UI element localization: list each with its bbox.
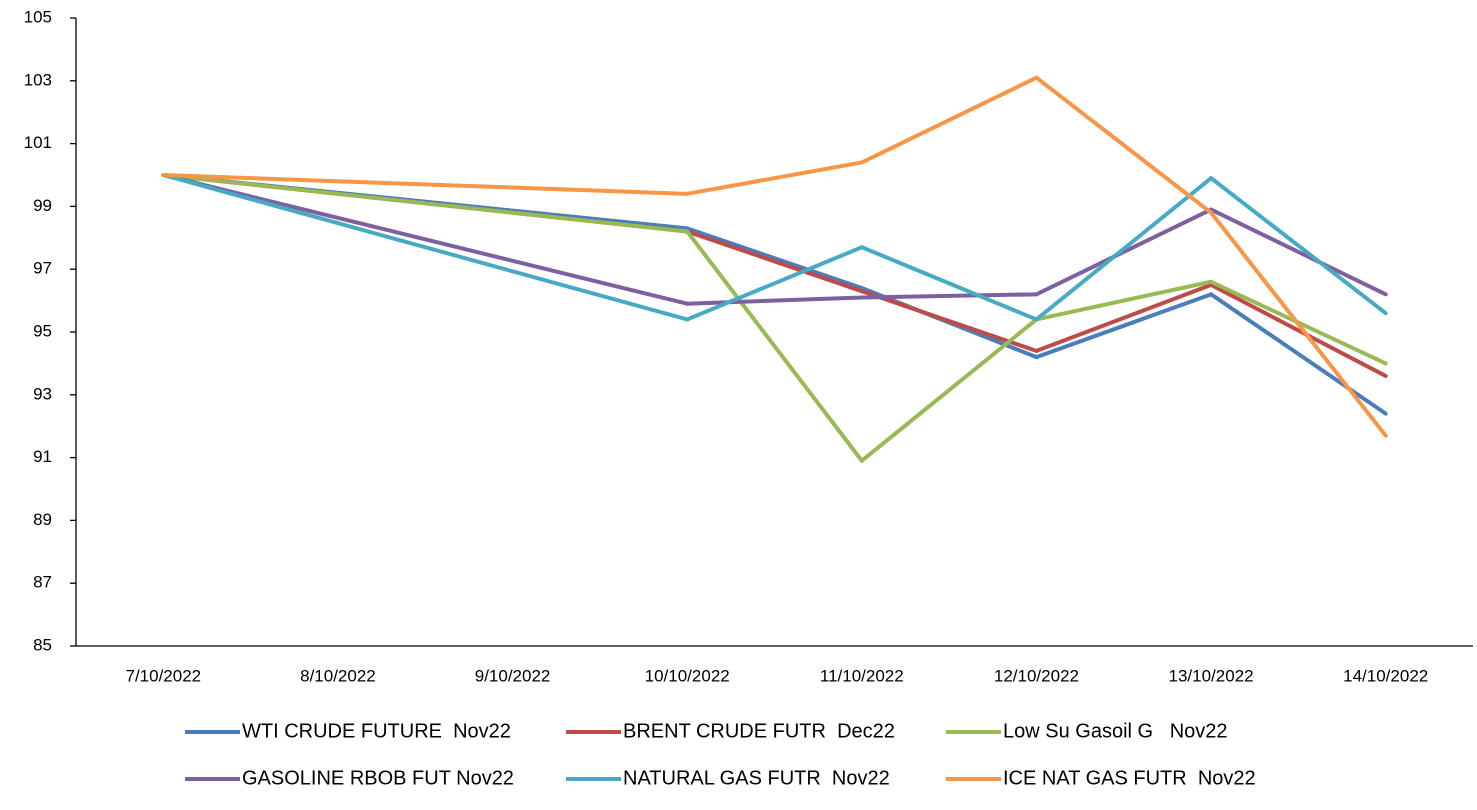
line-segment — [1034, 282, 1214, 353]
x-tick-label: 11/10/2022 — [820, 666, 904, 685]
line-segment — [161, 173, 690, 306]
line-segment — [859, 75, 1039, 165]
legend-label: BRENT CRUDE FUTR Dec22 — [623, 720, 895, 742]
line-segment — [1209, 176, 1388, 316]
y-tick-label: 85 — [33, 635, 52, 654]
x-tick-label: 13/10/2022 — [1169, 666, 1254, 685]
line-segment — [1034, 292, 1214, 360]
line-segment — [1209, 292, 1388, 416]
legend-label: Low Su Gasoil G Nov22 — [1003, 720, 1228, 742]
x-tick-label: 9/10/2022 — [475, 666, 551, 685]
line-segment — [1209, 207, 1388, 297]
y-tick-label: 99 — [33, 196, 52, 215]
line-segment — [1034, 207, 1214, 297]
x-tick-label: 10/10/2022 — [645, 666, 730, 685]
y-tick-label: 105 — [24, 7, 52, 26]
y-tick-label: 93 — [33, 384, 52, 403]
line-segment — [859, 245, 1039, 322]
line-segment — [161, 173, 690, 196]
line-segment — [1034, 75, 1214, 215]
y-tick-label: 89 — [33, 510, 52, 529]
line-segment — [859, 292, 1039, 300]
line-segment — [685, 226, 864, 291]
y-tick-label: 103 — [24, 70, 52, 89]
line-segment — [1034, 279, 1214, 322]
line-segment — [685, 295, 864, 306]
y-tick-label: 101 — [24, 133, 52, 152]
line-segment — [685, 229, 864, 294]
y-tick-label: 91 — [33, 447, 52, 466]
legend-label: GASOLINE RBOB FUT Nov22 — [242, 767, 514, 789]
line-segment — [859, 317, 1039, 463]
y-tick-label: 87 — [33, 573, 52, 592]
line-segment — [161, 173, 690, 322]
line-segment — [685, 245, 864, 322]
x-tick-label: 14/10/2022 — [1343, 666, 1428, 685]
y-tick-label: 97 — [33, 259, 52, 278]
line-segment — [1209, 210, 1388, 438]
line-segment — [1034, 176, 1214, 322]
x-tick-label: 8/10/2022 — [300, 666, 376, 685]
line-segment — [685, 160, 864, 196]
line-segment — [161, 173, 690, 234]
line-segment — [1209, 282, 1388, 378]
legend-label: WTI CRUDE FUTURE Nov22 — [242, 720, 511, 742]
legend-label: ICE NAT GAS FUTR Nov22 — [1003, 767, 1256, 789]
line-segment — [685, 229, 864, 463]
y-tick-label: 95 — [33, 321, 52, 340]
legend-label: NATURAL GAS FUTR Nov22 — [623, 767, 890, 789]
x-tick-label: 7/10/2022 — [125, 666, 201, 685]
x-tick-label: 12/10/2022 — [994, 666, 1079, 685]
